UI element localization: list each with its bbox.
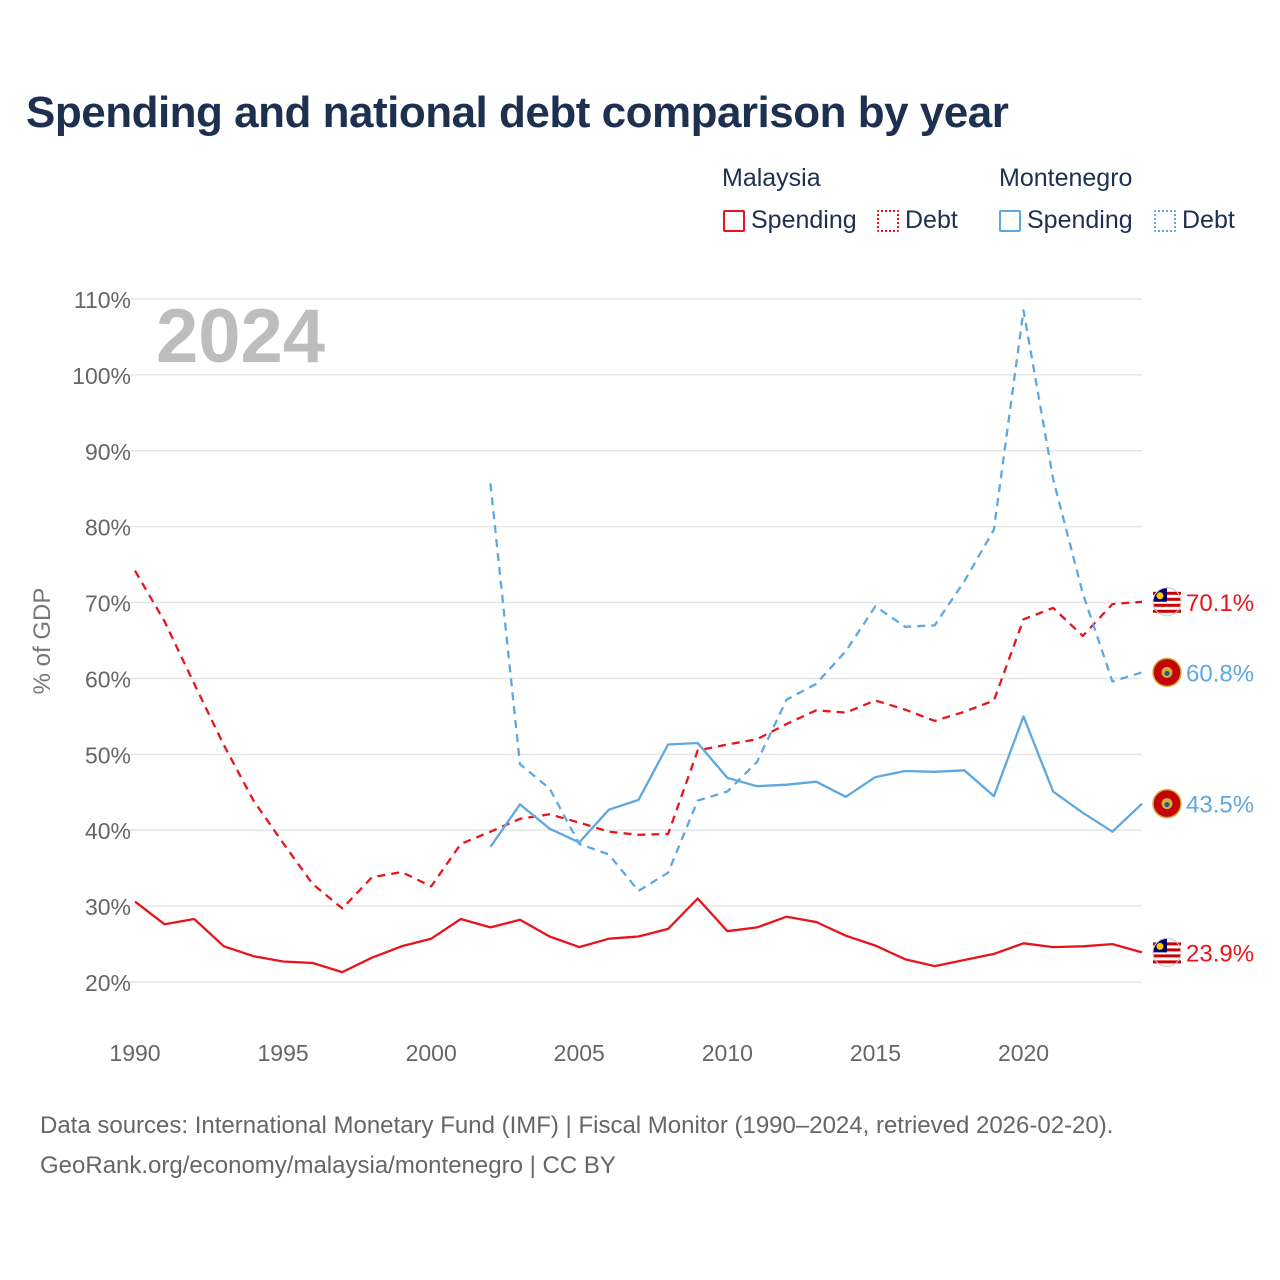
flag-stripe — [1153, 954, 1181, 958]
malaysia-flag-icon — [1152, 937, 1182, 967]
x-axis-ticks: 1990 1995 2000 2005 2010 2015 2020 — [109, 1040, 1049, 1066]
year-watermark: 2024 — [156, 294, 325, 379]
legend-malaysia-spending-label: Spending — [751, 206, 857, 234]
montenegro-flag-icon — [1152, 657, 1182, 688]
x-tick-label: 1990 — [109, 1040, 160, 1066]
flag-stripe — [1153, 948, 1181, 952]
montenegro-flag-icon — [1152, 788, 1182, 819]
chart-title: Spending and national debt comparison by… — [26, 88, 1009, 137]
y-tick-label: 70% — [85, 591, 131, 617]
y-axis-ticks: 20% 30% 40% 50% 60% 70% 80% 90% 100% 110% — [72, 287, 131, 996]
y-tick-label: 30% — [85, 894, 131, 920]
legend-malaysia-debt[interactable]: Debt — [877, 206, 958, 235]
flag-stripe — [1153, 591, 1181, 595]
x-tick-label: 2010 — [702, 1040, 753, 1066]
x-tick-label: 2020 — [998, 1040, 1049, 1066]
y-tick-label: 20% — [85, 970, 131, 996]
legend-montenegro-spending[interactable]: Spending — [999, 206, 1133, 235]
end-value-label: 60.8% — [1186, 660, 1254, 687]
y-tick-label: 90% — [85, 439, 131, 465]
legend-dotted-swatch — [1154, 209, 1176, 232]
legend-malaysia-debt-label: Debt — [905, 206, 958, 234]
legend-solid-swatch — [723, 209, 745, 232]
legend-malaysia-spending[interactable]: Spending — [723, 206, 857, 235]
flag-bg — [1152, 937, 1182, 967]
flag-stripe — [1153, 609, 1181, 613]
malaysia-flag-icon — [1152, 587, 1182, 617]
end-value-label: 43.5% — [1186, 792, 1254, 819]
x-tick-label: 2005 — [554, 1040, 605, 1066]
legend-montenegro-debt-label: Debt — [1182, 206, 1235, 234]
series-line-montenegro-debt — [489, 309, 1143, 893]
flag-emblem-center — [1164, 802, 1170, 808]
flag-canton — [1153, 587, 1167, 602]
end-value-label: 23.9% — [1186, 940, 1254, 967]
y-tick-label: 50% — [85, 742, 131, 768]
y-tick-label: 60% — [85, 666, 131, 692]
flag-bg — [1152, 657, 1182, 688]
legend-montenegro-spending-label: Spending — [1027, 206, 1133, 234]
x-tick-label: 2015 — [850, 1040, 901, 1066]
end-markers: 23.9% 70.1% 43.5% 60.8% — [1152, 587, 1254, 967]
flag-emblem — [1161, 798, 1173, 810]
flag-stripe — [1153, 597, 1181, 601]
legend-solid-swatch — [999, 209, 1021, 232]
flag-stripe — [1153, 603, 1181, 607]
legend-dotted-swatch — [877, 209, 899, 232]
flag-emblem-center — [1164, 670, 1170, 676]
flag-bg — [1152, 788, 1182, 819]
flag-border — [1152, 937, 1182, 967]
flag-border — [1152, 587, 1182, 617]
legend-malaysia-label: Malaysia — [722, 164, 821, 192]
end-value-label: 70.1% — [1186, 590, 1254, 617]
source-line-1: Data sources: International Monetary Fun… — [40, 1112, 1114, 1139]
source-note: Data sources: International Monetary Fun… — [40, 1106, 1113, 1186]
flag-emblem — [1161, 666, 1173, 678]
flag-stripe — [1153, 942, 1181, 946]
series-line-malaysia-debt — [134, 570, 1143, 910]
series-lines — [134, 309, 1143, 974]
x-tick-label: 2000 — [406, 1040, 457, 1066]
y-tick-label: 80% — [85, 515, 131, 541]
y-tick-label: 100% — [72, 363, 131, 389]
flag-stripe — [1153, 960, 1181, 964]
series-line-montenegro-spending — [489, 715, 1143, 848]
flag-crescent — [1156, 592, 1164, 600]
gridlines — [130, 298, 1142, 983]
x-tick-label: 1995 — [258, 1040, 309, 1066]
y-tick-label: 110% — [74, 287, 131, 313]
flag-bg — [1152, 587, 1182, 617]
flag-crescent — [1156, 942, 1164, 950]
source-line-2: GeoRank.org/economy/malaysia/montenegro … — [40, 1152, 616, 1179]
y-axis-label: % of GDP — [29, 588, 56, 695]
series-line-malaysia-spending — [134, 897, 1143, 974]
legend-montenegro-label: Montenegro — [999, 164, 1133, 192]
flag-canton — [1153, 938, 1167, 953]
legend-montenegro-debt[interactable]: Debt — [1154, 206, 1235, 235]
y-tick-label: 40% — [85, 818, 131, 844]
